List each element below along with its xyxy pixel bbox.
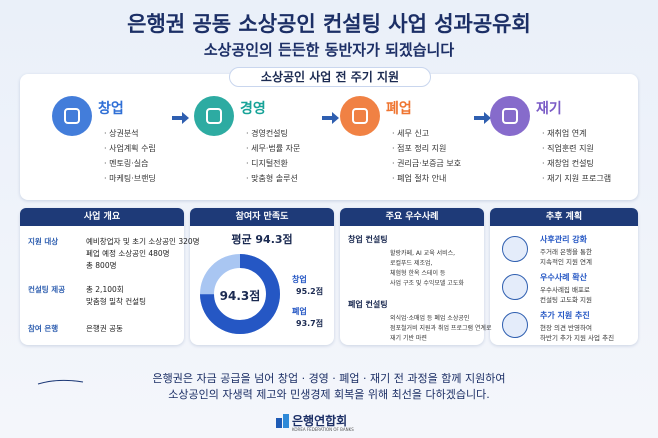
stage-item: · 맞춤형 솔루션 (246, 174, 298, 183)
case-line: 재기 기반 마련 (390, 335, 427, 342)
panel (20, 208, 184, 345)
row-line: 은행권 공동 (86, 324, 123, 333)
plan-line: 우수사례집 배포로 (540, 286, 590, 294)
stage-item: · 사업계획 수립 (104, 144, 156, 153)
row-label: 컨설팅 제공 (28, 285, 66, 294)
stage-name: 창업 (98, 101, 124, 117)
stage-icon (490, 96, 530, 136)
case-line: 체험형 한옥 스테이 등 (390, 270, 446, 277)
case-title: 폐업 컨설팅 (348, 300, 388, 309)
case-line: 할랑카페, AI 교육 서비스, (390, 250, 456, 257)
logo-sub: KOREA FEDERATION OF BANKS (292, 427, 354, 432)
stage-icon (194, 96, 234, 136)
case-title: 창업 컨설팅 (348, 235, 388, 244)
plan-icon (502, 236, 528, 262)
quote-line: 은행권은 자금 공급을 넘어 창업 · 경영 · 폐업 · 재기 전 과정을 함… (152, 372, 506, 385)
stage-item: · 상권분석 (104, 129, 139, 138)
case-line: 점포철거비 지원과 취업 프로그램 연계로 (390, 325, 492, 332)
stage-item: · 멘토링·실습 (104, 159, 149, 168)
plan-line: 주거래 은행을 통한 (540, 248, 592, 256)
stage-item: · 재취업 연계 (542, 129, 587, 138)
stage-item: · 디지털전환 (246, 159, 288, 168)
legend-value: 95.2점 (296, 287, 324, 296)
plan-line: 지속적인 지원 연계 (540, 258, 592, 266)
stage-name: 폐업 (386, 101, 412, 117)
row-line: 맞춤형 밀착 컨설팅 (86, 297, 146, 306)
plan-icon (502, 312, 528, 338)
case-line: 사업 구조 및 수익모델 고도화 (390, 280, 464, 287)
plan-line: 현장 의견 반영하여 (540, 324, 592, 332)
donut (198, 252, 282, 336)
subtitle: 소상공인의 든든한 동반자가 되겠습니다 (203, 41, 455, 59)
plan-title: 사후관리 강화 (540, 235, 587, 244)
plan-icon (502, 274, 528, 300)
legend-value: 93.7점 (296, 319, 324, 328)
quote-line: 소상공인의 자생력 제고와 민생경제 회복을 위해 최선을 다하겠습니다. (168, 388, 490, 401)
lifecycle-box (20, 74, 638, 200)
logo: 은행연합회 (292, 414, 348, 428)
stage-item: · 마케팅·브랜딩 (104, 174, 156, 183)
stage-item: · 권리금·보증금 보호 (392, 159, 462, 168)
title: 은행권 공동 소상공인 컨설팅 사업 성과공유회 (127, 12, 531, 36)
stage-item: · 재창업 컨설팅 (542, 159, 594, 168)
panel-header: 사업 개요 (20, 208, 184, 226)
case-line: 외식업·소매업 등 폐업 소상공인 (390, 315, 470, 322)
stage-item: · 폐업 절차 안내 (392, 174, 447, 183)
row-line: 총 800명 (86, 261, 117, 270)
donut-center: 94.3점 (219, 289, 261, 303)
row-line: 폐업 예정 소상공인 480명 (86, 249, 170, 258)
panel-header: 추후 계획 (490, 208, 638, 226)
panel-header: 참여자 만족도 (190, 208, 334, 226)
plan-line: 하반기 추가 지원 사업 추진 (540, 334, 615, 342)
stage-item: · 점포 정리 지원 (392, 144, 447, 153)
stage-item: · 세무·법률 자문 (246, 144, 301, 153)
average: 평균 94.3점 (231, 233, 293, 246)
stage-item: · 직업훈련 지원 (542, 144, 594, 153)
panel-header: 주요 우수사례 (340, 208, 484, 226)
stage-icon (52, 96, 92, 136)
stage-icon (340, 96, 380, 136)
lifecycle-title: 소상공인 사업 전 주기 지원 (229, 67, 431, 87)
row-line: 예비창업자 및 초기 소상공인 320명 (86, 237, 200, 246)
stage-name: 재기 (536, 101, 562, 117)
plan-title: 우수사례 확산 (540, 273, 587, 282)
panel (340, 208, 484, 345)
plan-line: 컨설팅 고도화 지원 (540, 296, 592, 304)
case-line: 로컬푸드 제조업, (390, 260, 433, 267)
stage-item: · 세무 신고 (392, 129, 430, 138)
plan-title: 추가 지원 추진 (540, 311, 590, 320)
stage-name: 경영 (240, 101, 266, 117)
stage-item: · 경영컨설팅 (246, 129, 288, 138)
row-line: 총 2,100회 (86, 285, 124, 294)
row-label: 지원 대상 (28, 237, 59, 246)
legend-name: 폐업 (292, 307, 307, 316)
stage-item: · 재기 지원 프로그램 (542, 174, 612, 183)
row-label: 참여 은행 (28, 324, 59, 333)
legend-name: 창업 (292, 275, 307, 284)
